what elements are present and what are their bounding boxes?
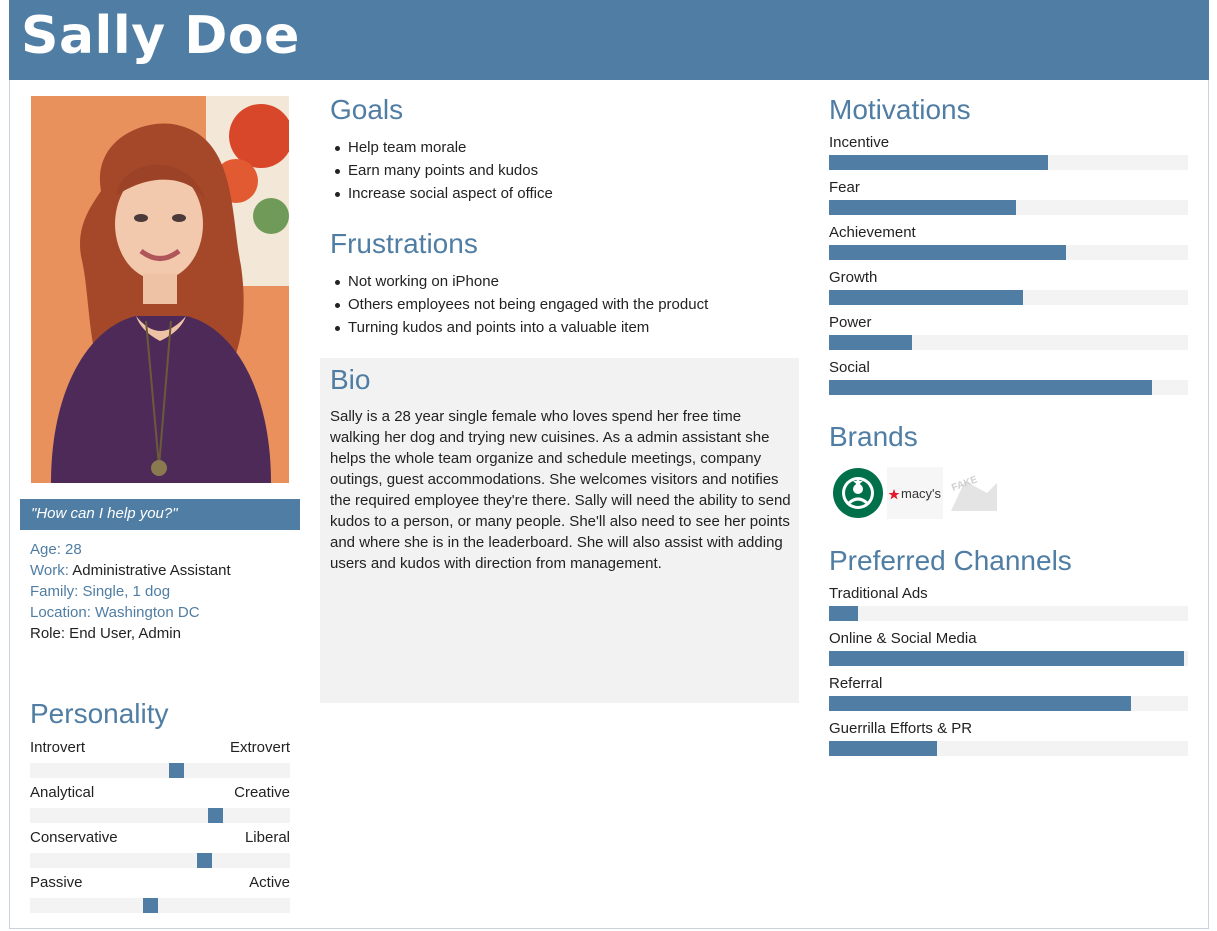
bar-fill xyxy=(829,200,1016,215)
list-item: Turning kudos and points into a valuable… xyxy=(330,316,708,339)
bar-label: Growth xyxy=(829,269,878,286)
bar-fill xyxy=(829,155,1048,170)
fake-brand-logo-icon: FAKE xyxy=(950,474,997,511)
bar-track xyxy=(829,380,1188,395)
bar-label: Referral xyxy=(829,675,883,692)
bar-label: Achievement xyxy=(829,224,916,241)
bio-section: Bio Sally is a 28 year single female who… xyxy=(320,358,799,703)
starbucks-logo xyxy=(832,467,884,519)
bar-fill xyxy=(829,696,1131,711)
bio-title: Bio xyxy=(330,364,371,395)
persona-name: Sally Doe xyxy=(21,6,300,66)
bar-label: Traditional Ads xyxy=(829,585,928,602)
bar-fill xyxy=(829,245,1066,260)
starbucks-logo-icon xyxy=(833,468,883,518)
channel-bar: Referral xyxy=(829,675,1188,711)
personality-slider: Analytical Creative xyxy=(30,784,290,823)
channel-bar: Traditional Ads xyxy=(829,585,1188,621)
slider-left-label: Analytical xyxy=(30,784,95,801)
persona-quote: "How can I help you?" xyxy=(20,499,300,530)
bar-track xyxy=(829,200,1188,215)
persona-photo xyxy=(31,96,289,483)
slider-thumb xyxy=(142,898,158,913)
macys-logo-icon: macy's xyxy=(888,486,942,501)
info-work: Work: Administrative Assistant xyxy=(30,560,231,581)
list-item: Help team morale xyxy=(330,136,553,159)
slider-right-label: Extrovert xyxy=(229,739,290,756)
slider-right-label: Liberal xyxy=(244,829,290,846)
bar-fill xyxy=(829,380,1153,395)
info-work-label: Work: xyxy=(30,562,69,579)
brands-list: macy's FAKE xyxy=(829,467,1029,519)
motivations-title: Motivations xyxy=(829,94,971,125)
slider-thumb xyxy=(168,763,184,778)
info-role: Role: End User, Admin xyxy=(30,625,181,642)
bar-track xyxy=(829,290,1188,305)
bar-label: Social xyxy=(829,359,870,376)
goals-list: Help team morale Earn many points and ku… xyxy=(330,136,553,205)
frustrations-title: Frustrations xyxy=(330,228,478,259)
persona-info: Age: 28 Work: Administrative Assistant F… xyxy=(30,539,231,644)
bar-fill xyxy=(829,741,937,756)
bar-track xyxy=(829,741,1188,756)
info-age: Age: 28 xyxy=(30,541,82,558)
bar-track xyxy=(829,606,1188,621)
goals-title: Goals xyxy=(330,94,404,125)
channel-bar: Online & Social Media xyxy=(829,630,1188,666)
motivation-bar: Fear xyxy=(829,179,1188,215)
slider-left-label: Conservative xyxy=(30,829,118,846)
info-family: Family: Single, 1 dog xyxy=(30,583,171,600)
personality-slider: Passive Active xyxy=(30,874,290,913)
motivation-bar: Achievement xyxy=(829,224,1188,260)
bar-label: Guerrilla Efforts & PR xyxy=(829,720,973,737)
header-banner: Sally Doe xyxy=(9,0,1209,80)
bar-label: Online & Social Media xyxy=(829,630,977,647)
personality-title: Personality xyxy=(30,698,169,729)
info-work-value: Administrative Assistant xyxy=(68,562,231,579)
slider-thumb xyxy=(207,808,223,823)
bar-fill xyxy=(829,335,912,350)
bar-label: Power xyxy=(829,314,872,331)
slider-track xyxy=(30,853,290,868)
bio-text: Sally is a 28 year single female who lov… xyxy=(330,408,791,572)
motivation-bar: Incentive xyxy=(829,134,1188,170)
motivation-bar: Growth xyxy=(829,269,1188,305)
motivation-bar: Social xyxy=(829,359,1188,395)
list-item: Increase social aspect of office xyxy=(330,182,553,205)
macys-logo-text: macy's xyxy=(901,486,942,501)
bar-label: Incentive xyxy=(829,134,890,151)
brands-title: Brands xyxy=(829,421,918,452)
personality-slider: Conservative Liberal xyxy=(30,829,290,868)
fake-brand-logo: FAKE xyxy=(947,467,1001,519)
info-location: Location: Washington DC xyxy=(30,604,200,621)
bar-track xyxy=(829,335,1188,350)
list-item: Earn many points and kudos xyxy=(330,159,553,182)
frustrations-list: Not working on iPhone Others employees n… xyxy=(330,270,708,339)
bar-track xyxy=(829,651,1188,666)
slider-track xyxy=(30,763,290,778)
channel-bar: Guerrilla Efforts & PR xyxy=(829,720,1188,756)
bar-fill xyxy=(829,290,1023,305)
bar-fill xyxy=(829,651,1185,666)
bar-track xyxy=(829,245,1188,260)
slider-right-label: Creative xyxy=(234,784,290,801)
slider-track xyxy=(30,808,290,823)
motivation-bar: Power xyxy=(829,314,1188,350)
slider-track xyxy=(30,898,290,913)
slider-left-label: Passive xyxy=(30,874,83,891)
channels-title: Preferred Channels xyxy=(829,545,1072,576)
bar-track xyxy=(829,696,1188,711)
bar-track xyxy=(829,155,1188,170)
bar-label: Fear xyxy=(829,179,860,196)
list-item: Others employees not being engaged with … xyxy=(330,293,708,316)
list-item: Not working on iPhone xyxy=(330,270,708,293)
slider-right-label: Active xyxy=(249,874,290,891)
personality-slider: Introvert Extrovert xyxy=(30,739,290,778)
slider-left-label: Introvert xyxy=(30,739,86,756)
bar-fill xyxy=(829,606,858,621)
macys-logo: macy's xyxy=(887,467,943,519)
slider-thumb xyxy=(197,853,213,868)
persona-photo-illustration xyxy=(31,96,289,483)
